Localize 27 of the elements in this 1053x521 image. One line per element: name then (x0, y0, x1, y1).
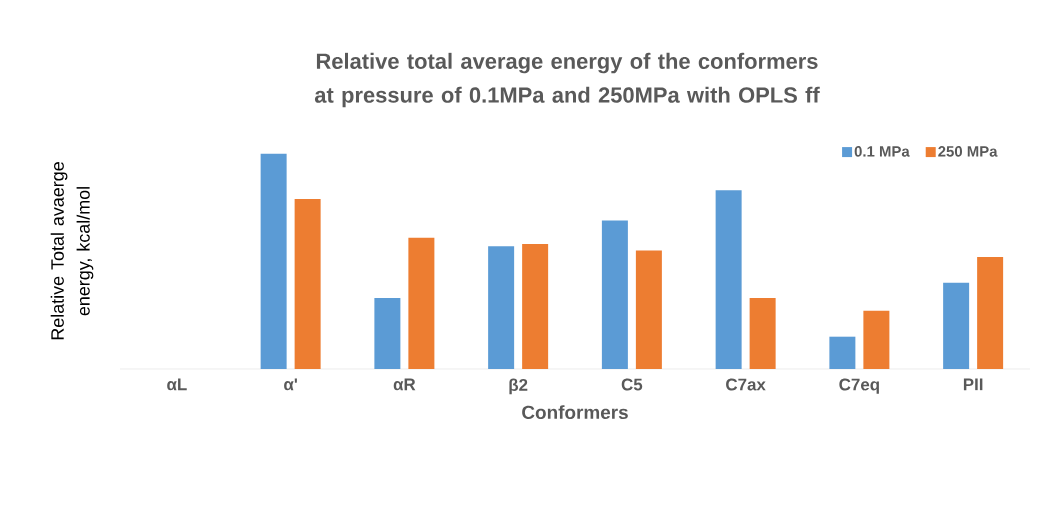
y-axis-title: Relative Total avaerge energy, kcal/mol (50, 162, 94, 340)
x-tick-label: C7eq (839, 378, 879, 394)
bar (977, 257, 1004, 369)
x-tick-label: αR (393, 378, 416, 391)
bar (488, 246, 515, 369)
x-tick-label: C7ax (726, 378, 766, 391)
bar (749, 297, 776, 369)
bar (829, 336, 856, 369)
bar (635, 250, 662, 369)
bar (374, 297, 401, 369)
x-axis-title: Conformers (522, 405, 628, 420)
x-tick-label: α' (284, 378, 297, 391)
bar (294, 198, 321, 369)
x-tick-label: PII (963, 378, 983, 391)
bar (715, 190, 742, 369)
bar (408, 237, 435, 369)
legend-label: 0.1 MPa (854, 146, 910, 157)
bar (863, 310, 890, 369)
x-tick-label: αL (167, 378, 187, 391)
legend-label: 250 MPa (938, 146, 998, 157)
bar (601, 220, 628, 369)
x-tick-label: β2 (509, 378, 528, 395)
bar (522, 244, 549, 369)
chart-title: Relative total average energy of the conformers at pressure of 0.1MPa and 250MPa with OPLS ff (314, 52, 820, 108)
bar (943, 282, 970, 369)
bar (260, 153, 287, 369)
x-tick-label: C5 (621, 378, 643, 391)
